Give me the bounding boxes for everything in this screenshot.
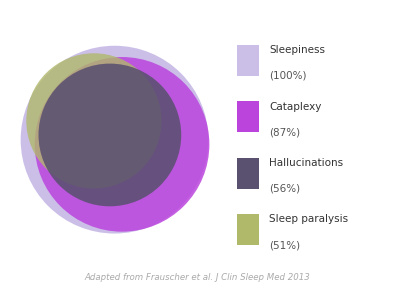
Bar	[237, 101, 259, 132]
Bar	[237, 158, 259, 189]
Circle shape	[26, 53, 162, 188]
Text: Sleep paralysis: Sleep paralysis	[269, 214, 348, 225]
Circle shape	[35, 57, 209, 232]
Text: (100%): (100%)	[269, 71, 307, 81]
Text: Cataplexy: Cataplexy	[269, 101, 321, 112]
Bar	[237, 214, 259, 245]
Bar	[237, 45, 259, 76]
Text: Hallucinations: Hallucinations	[269, 158, 343, 168]
Text: Adapted from Frauscher et al. J Clin Sleep Med 2013: Adapted from Frauscher et al. J Clin Sle…	[85, 273, 310, 282]
Text: (56%): (56%)	[269, 184, 300, 194]
Text: Sleepiness: Sleepiness	[269, 45, 325, 55]
Circle shape	[38, 64, 181, 206]
Text: (51%): (51%)	[269, 240, 300, 250]
Text: (87%): (87%)	[269, 127, 300, 137]
Circle shape	[21, 46, 209, 233]
